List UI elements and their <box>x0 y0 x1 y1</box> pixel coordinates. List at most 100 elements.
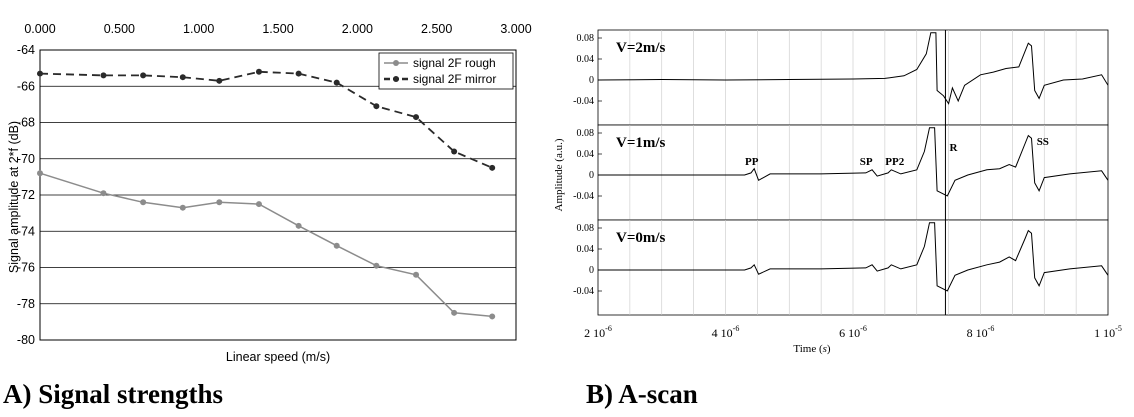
b-x-ticks: 2 10-6 4 10-6 6 10-6 8 10-6 1 10-5 <box>584 324 1122 340</box>
a-point <box>255 201 262 208</box>
legend-marker-rough <box>393 60 399 66</box>
b-x-tick-mantissa: 8 10 <box>967 326 988 340</box>
caption-a: A) Signal strengths <box>3 379 223 409</box>
a-series-line-0 <box>39 172 493 318</box>
caption-b: B) A-scan <box>586 379 698 409</box>
a-point <box>295 222 302 229</box>
b-x-axis-unit: s <box>823 343 827 355</box>
b-panel-2: 0.08 0.04 0 -0.04 V=0m/s <box>573 219 1109 316</box>
b-waveform-1 <box>598 127 1108 197</box>
b-y-tick-label: 0 <box>589 170 594 181</box>
a-y-tick-label: -74 <box>17 224 35 238</box>
b-x-tick-mantissa: 6 10 <box>839 326 860 340</box>
b-x-axis-label: Time (s) <box>793 343 831 355</box>
a-point <box>216 77 223 84</box>
b-panel-1: 0.08 0.04 0 -0.04 V=1m/s PP SP PP2 R SS <box>573 124 1109 221</box>
b-panel-label: V=1m/s <box>616 135 666 151</box>
b-waveform-0 <box>598 32 1108 105</box>
b-x-tick-exponent: -6 <box>733 324 740 333</box>
a-x-tick-label: 1.500 <box>262 22 293 36</box>
a-x-tick-label: 3.000 <box>500 22 531 36</box>
a-point <box>140 199 147 206</box>
b-x-tick-exponent: -6 <box>605 324 612 333</box>
a-point <box>255 68 262 75</box>
a-x-tick-label: 2.500 <box>421 22 452 36</box>
a-x-tick-label: 0.500 <box>104 22 135 36</box>
legend-label-rough: signal 2F rough <box>413 56 496 70</box>
a-x-axis-label: Linear speed (m/s) <box>226 350 330 364</box>
a-point <box>413 114 420 121</box>
a-point <box>100 190 107 197</box>
a-point <box>140 72 147 79</box>
a-x-tick-label: 0.000 <box>24 22 55 36</box>
b-y-tick-label: 0.08 <box>577 128 595 139</box>
a-y-tick-label: -66 <box>17 79 35 93</box>
b-waveform-2 <box>598 222 1108 292</box>
a-point <box>373 262 380 269</box>
b-annotation: SP <box>860 156 873 168</box>
a-point <box>373 103 380 110</box>
b-x-tick-exponent: -6 <box>988 324 995 333</box>
chart-signal-strengths: 0.000 0.500 1.000 1.500 2.000 2.500 3.000 -64-… <box>3 22 532 409</box>
a-x-ticks: 0.000 0.500 1.000 1.500 2.000 2.500 3.000 <box>24 22 531 36</box>
a-y-tick-label: -72 <box>17 188 35 202</box>
b-annotation: PP <box>745 156 759 168</box>
a-point <box>489 313 496 320</box>
a-y-tick-label: -76 <box>17 261 35 275</box>
a-point <box>333 79 340 86</box>
b-x-tick-label: 8 10-6 <box>967 324 995 340</box>
b-panel-label: V=2m/s <box>616 40 666 56</box>
b-annotation: R <box>949 142 958 154</box>
b-y-tick-label: 0.08 <box>577 223 595 234</box>
b-x-tick-mantissa: 1 10 <box>1094 326 1115 340</box>
a-point <box>295 70 302 77</box>
b-x-tick-label: 4 10-6 <box>712 324 740 340</box>
b-y-tick-label: 0.04 <box>577 54 595 65</box>
a-y-tick-label: -70 <box>17 152 35 166</box>
b-x-tick-exponent: -6 <box>860 324 867 333</box>
a-y-tick-label: -78 <box>17 297 35 311</box>
b-y-axis-label: Amplitude (a.u.) <box>553 138 565 211</box>
b-annotation: SS <box>1037 136 1049 148</box>
b-y-tick-label: 0 <box>589 75 594 86</box>
a-point <box>451 309 458 316</box>
a-point <box>489 164 496 171</box>
a-y-tick-label: -64 <box>17 43 35 57</box>
a-point <box>179 204 186 211</box>
a-series-line-1 <box>39 70 493 169</box>
b-annotation: PP2 <box>885 156 904 168</box>
b-y-tick-label: -0.04 <box>573 191 594 202</box>
a-x-tick-label: 1.000 <box>183 22 214 36</box>
b-x-tick-label: 2 10-6 <box>584 324 612 340</box>
a-y-ticks: -64 -66 -68 -70 -72 -74 -76 -78 -80 <box>17 43 35 347</box>
a-point <box>333 242 340 249</box>
b-x-tick-label: 6 10-6 <box>839 324 867 340</box>
b-x-tick-mantissa: 4 10 <box>712 326 733 340</box>
a-point <box>37 170 43 177</box>
a-point <box>100 72 107 79</box>
b-y-tick-label: 0.04 <box>577 244 595 255</box>
b-panel-label: V=0m/s <box>616 230 666 246</box>
a-point <box>451 148 458 155</box>
b-x-axis-paren: ) <box>827 343 831 355</box>
b-y-tick-label: -0.04 <box>573 96 594 107</box>
a-point <box>413 271 420 278</box>
b-x-tick-mantissa: 2 10 <box>584 326 605 340</box>
b-y-tick-label: 0.04 <box>577 149 595 160</box>
legend-label-mirror: signal 2F mirror <box>413 72 496 86</box>
a-point <box>37 70 43 77</box>
a-point <box>179 74 186 81</box>
a-y-tick-label: -68 <box>17 116 35 130</box>
b-x-tick-exponent: -5 <box>1115 324 1122 333</box>
legend-marker-mirror <box>393 76 399 82</box>
b-panel-0: 0.08 0.04 0 -0.04 V=2m/s <box>573 29 1109 126</box>
chart-a-scan: 0.08 0.04 0 -0.04 V=2m/s 0.08 0.04 0 -0.04 V=1m/s… <box>553 29 1122 409</box>
a-point <box>216 199 223 206</box>
b-y-tick-label: 0.08 <box>577 33 595 44</box>
a-legend: signal 2F rough signal 2F mirror <box>378 52 514 90</box>
b-x-tick-label: 1 10-5 <box>1094 324 1122 340</box>
b-panels: 0.08 0.04 0 -0.04 V=2m/s 0.08 0.04 0 -0.04 V=1m/s… <box>573 29 1109 316</box>
legend-box <box>378 52 514 90</box>
b-x-axis-label-text: Time ( <box>793 343 823 355</box>
